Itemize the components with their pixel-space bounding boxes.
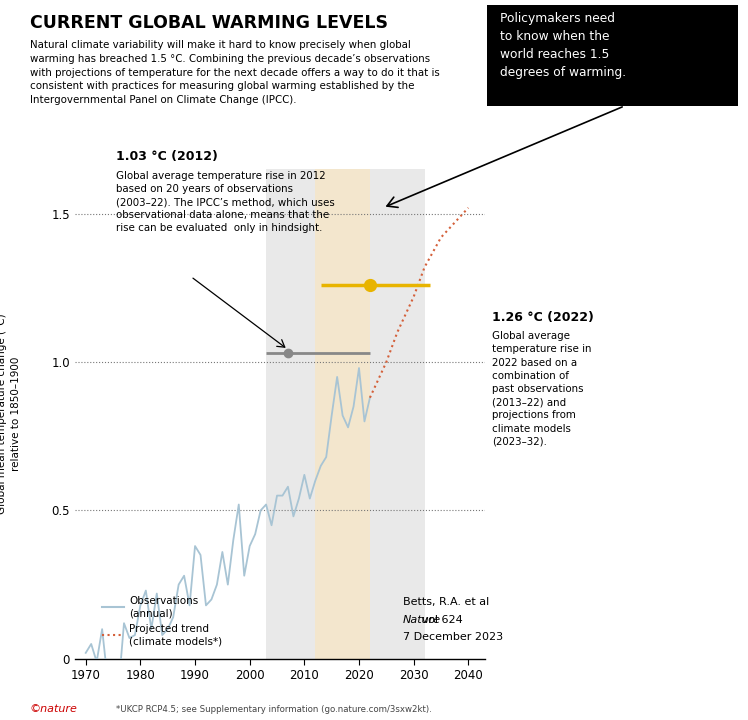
Bar: [315, 169, 370, 659]
Text: 1.03 °C (2012): 1.03 °C (2012): [116, 150, 218, 163]
Text: Global mean temperature change (°C)
relative to 1850–1900: Global mean temperature change (°C) rela…: [0, 314, 21, 514]
Text: 7 December 2023: 7 December 2023: [402, 632, 503, 642]
Text: Global average temperature rise in 2012
based on 20 years of observations
(2003–: Global average temperature rise in 2012 …: [116, 171, 334, 233]
Text: Projected trend
(climate models*): Projected trend (climate models*): [129, 624, 223, 647]
Text: *UKCP RCP4.5; see Supplementary information (go.nature.com/3sxw2kt).: *UKCP RCP4.5; see Supplementary informat…: [116, 706, 432, 714]
Text: Betts, R.A. et al: Betts, R.A. et al: [402, 597, 489, 607]
Bar: [266, 169, 425, 659]
Text: Global average
temperature rise in
2022 based on a
combination of
past observati: Global average temperature rise in 2022 …: [492, 331, 592, 447]
Text: Nature: Nature: [402, 615, 441, 625]
Text: Policymakers need
to know when the
world reaches 1.5
degrees of warming.: Policymakers need to know when the world…: [500, 12, 627, 79]
Text: Natural climate variability will make it hard to know precisely when global
warm: Natural climate variability will make it…: [30, 40, 440, 104]
Text: Observations
(annual): Observations (annual): [129, 595, 199, 618]
Text: vol 624: vol 624: [418, 615, 463, 625]
Text: CURRENT GLOBAL WARMING LEVELS: CURRENT GLOBAL WARMING LEVELS: [30, 14, 388, 32]
Text: 1.26 °C (2022): 1.26 °C (2022): [492, 311, 594, 324]
Text: ©nature: ©nature: [30, 704, 78, 714]
